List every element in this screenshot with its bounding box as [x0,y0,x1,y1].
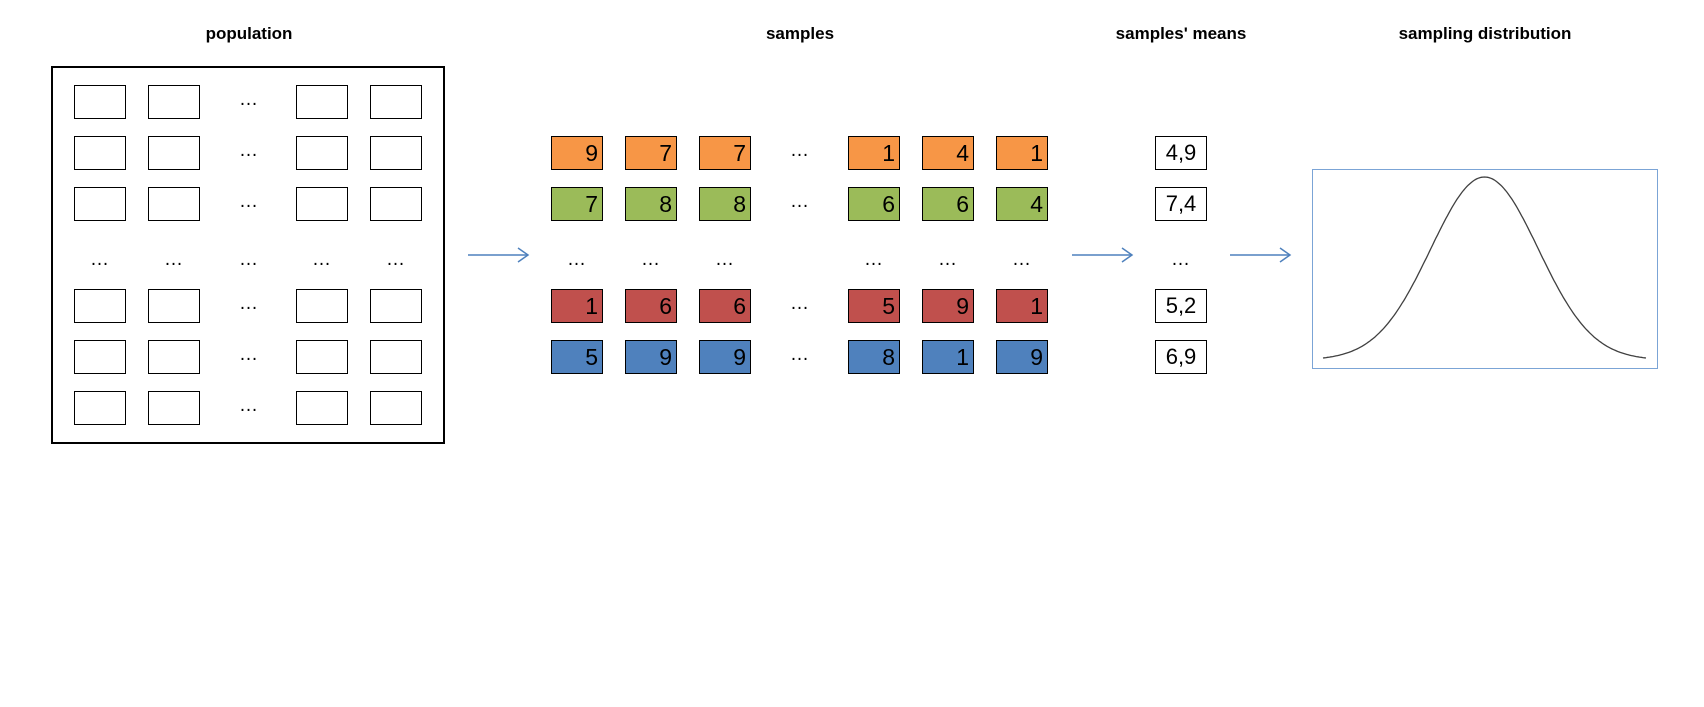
sample-value: 9 [996,340,1048,374]
sample-value: 4 [922,136,974,170]
population-cell [74,289,126,323]
sample-ellipsis: … [790,190,810,212]
sample-value: 8 [625,187,677,221]
sample-value: 7 [699,136,751,170]
population-cell [370,136,422,170]
population-cell [74,391,126,425]
population-cell [296,136,348,170]
distribution-curve-plot [1322,176,1647,359]
sample-value: 1 [848,136,900,170]
population-cell [370,289,422,323]
sampling-distribution-heading: sampling distribution [1398,24,1572,43]
sample-value: 9 [625,340,677,374]
population-cell [148,391,200,425]
population-heading: population [205,24,293,43]
sample-value: 1 [996,289,1048,323]
population-ellipsis: … [90,248,110,270]
sample-value: 5 [848,289,900,323]
sample-mean-value: 4,9 [1155,136,1207,170]
sample-value: 1 [996,136,1048,170]
population-ellipsis: … [239,190,259,212]
sample-value: 1 [922,340,974,374]
samples-means-heading: samples' means [1115,24,1247,43]
samples-heading: samples [765,24,835,43]
population-ellipsis: … [239,139,259,161]
sample-ellipsis: … [864,248,884,270]
population-cell [370,85,422,119]
sample-mean-value: 5,2 [1155,289,1207,323]
sample-value: 8 [699,187,751,221]
sample-value: 6 [625,289,677,323]
sample-mean-value: 6,9 [1155,340,1207,374]
population-cell [148,289,200,323]
sample-ellipsis: … [715,248,735,270]
population-cell [370,340,422,374]
sample-value: 6 [922,187,974,221]
population-cell [74,85,126,119]
population-cell [74,136,126,170]
population-cell [296,289,348,323]
population-cell [370,391,422,425]
sample-ellipsis: … [938,248,958,270]
population-ellipsis: … [386,248,406,270]
population-cell [148,136,200,170]
population-ellipsis: … [239,394,259,416]
sample-value: 7 [625,136,677,170]
sample-value: 1 [551,289,603,323]
sample-value: 7 [551,187,603,221]
sample-ellipsis: … [1012,248,1032,270]
sample-value: 4 [996,187,1048,221]
sample-value: 8 [848,340,900,374]
population-cell [296,85,348,119]
sample-mean-value: 7,4 [1155,187,1207,221]
population-ellipsis: … [164,248,184,270]
sample-ellipsis: … [567,248,587,270]
sample-ellipsis: … [790,292,810,314]
sample-value: 6 [848,187,900,221]
sample-value: 9 [922,289,974,323]
population-cell [296,340,348,374]
population-cell [148,187,200,221]
sample-value: 9 [551,136,603,170]
population-frame [51,66,445,444]
sample-ellipsis: … [641,248,661,270]
arrow-population-to-samples [468,247,530,263]
arrow-means-to-distribution [1230,247,1292,263]
population-cell [148,340,200,374]
population-cell [296,391,348,425]
population-cell [74,340,126,374]
sample-value: 9 [699,340,751,374]
normal-curve [1322,176,1647,359]
population-ellipsis: … [239,292,259,314]
population-ellipsis: … [239,88,259,110]
means-ellipsis: … [1171,248,1191,270]
population-cell [148,85,200,119]
population-cell [74,187,126,221]
population-ellipsis: … [312,248,332,270]
sample-ellipsis: … [790,139,810,161]
distribution-frame [1312,169,1658,369]
population-ellipsis: … [239,248,259,270]
population-ellipsis: … [239,343,259,365]
sample-ellipsis: … [790,343,810,365]
sample-value: 6 [699,289,751,323]
sample-value: 5 [551,340,603,374]
population-cell [296,187,348,221]
population-cell [370,187,422,221]
arrow-samples-to-means [1072,247,1134,263]
